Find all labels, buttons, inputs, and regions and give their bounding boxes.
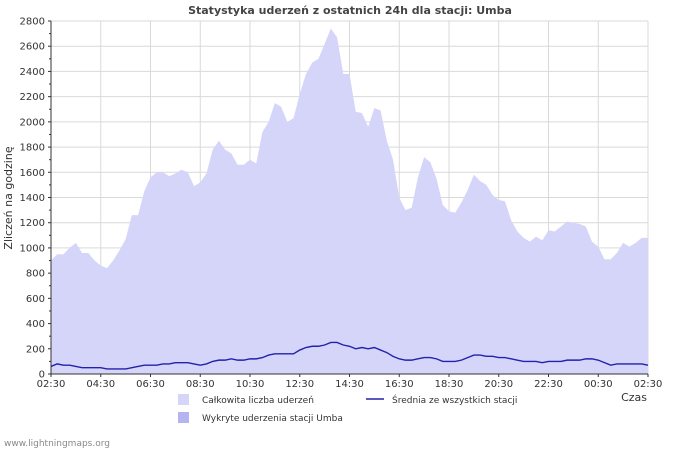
y-tick-label: 600	[26, 294, 45, 305]
x-tick-label: 06:30	[136, 379, 165, 390]
x-tick-label: 08:30	[186, 379, 215, 390]
legend-label-total: Całkowita liczba uderzeń	[202, 396, 314, 406]
y-tick-label: 1800	[20, 143, 45, 154]
y-tick-label: 200	[26, 344, 45, 355]
total-strikes-area	[51, 28, 648, 375]
y-tick-label: 2800	[20, 17, 45, 28]
y-axis-label: Zliczeń na godzinę	[2, 146, 15, 249]
x-tick-label: 18:30	[435, 379, 464, 390]
x-tick-label: 00:30	[584, 379, 613, 390]
x-tick-label: 10:30	[236, 379, 265, 390]
y-tick-labels: 0 200 400 600 800 1000 1200 1400 1600 1800 2000 220…	[20, 17, 45, 381]
legend-swatch-total	[178, 394, 189, 405]
legend-label-detected: Wykryte uderzenia stacji Umba	[202, 414, 343, 424]
x-tick-label: 16:30	[385, 379, 414, 390]
y-tick-label: 2400	[20, 67, 45, 78]
x-tick-label: 20:30	[484, 379, 513, 390]
legend: Całkowita liczba uderzeń Wykryte uderzen…	[178, 394, 517, 424]
y-tick-label: 0	[39, 370, 45, 381]
x-tick-label: 12:30	[285, 379, 314, 390]
average-all-stations-line	[50, 341, 649, 370]
credit-text: www.lightningmaps.org	[4, 439, 110, 449]
y-tick-label: 1600	[20, 168, 45, 179]
x-tick-label: 02:30	[634, 379, 663, 390]
y-tick-label: 1200	[20, 218, 45, 229]
x-tick-label: 14:30	[335, 379, 364, 390]
x-tick-label: 22:30	[534, 379, 563, 390]
legend-label-average: Średnia ze wszystkich stacji	[392, 394, 517, 406]
x-tick-label: 02:30	[37, 379, 66, 390]
legend-swatch-detected	[178, 412, 189, 423]
chart-title: Statystyka uderzeń z ostatnich 24h dla s…	[188, 4, 512, 17]
y-tick-label: 2200	[20, 92, 45, 103]
y-tick-label: 2000	[20, 117, 45, 128]
y-tick-label: 1000	[20, 243, 45, 254]
x-tick-label: 04:30	[86, 379, 115, 390]
y-tick-label: 800	[26, 269, 45, 280]
y-tick-label: 400	[26, 319, 45, 330]
x-tick-labels: 02:30 04:30 06:30 08:30 10:30 12:30 14:30 16:30…	[37, 379, 663, 390]
y-tick-label: 2600	[20, 42, 45, 53]
x-axis-label: Czas	[621, 391, 647, 404]
axes	[48, 20, 649, 377]
y-tick-label: 1400	[20, 193, 45, 204]
